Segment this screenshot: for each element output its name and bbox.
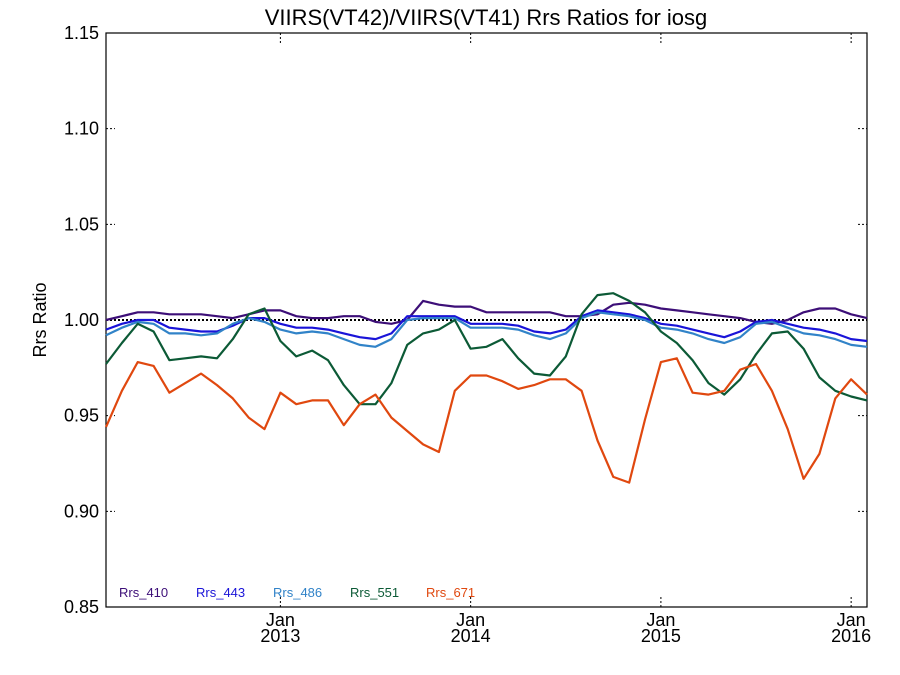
x-tick-year-label: 2015 [641,626,681,646]
legend-item: Rrs_671 [426,585,475,600]
x-tick-month-label: Jan [266,610,295,630]
y-axis: 0.85 0.90 0.95 1.00 1.05 1.10 1.15 [64,23,867,617]
legend-item: Rrs_551 [350,585,399,600]
y-tick-label: 1.15 [64,23,99,43]
series-line-rrs-410 [105,299,868,325]
x-tick-month-label: Jan [646,610,675,630]
chart-title: VIIRS(VT42)/VIIRS(VT41) Rrs Ratios for i… [265,5,708,30]
y-tick-label: 1.00 [64,310,99,330]
y-tick-label: 1.05 [64,214,99,234]
x-tick-year-label: 2016 [831,626,871,646]
series-line-rrs-551 [105,292,868,406]
legend: Rrs_410 Rrs_443 Rrs_486 Rrs_551 Rrs_671 [119,585,475,600]
series-line-rrs-486 [105,311,868,348]
x-tick-month-label: Jan [837,610,866,630]
y-tick-label: 0.95 [64,406,99,426]
y-tick-label: 0.90 [64,501,99,521]
legend-item: Rrs_486 [273,585,322,600]
x-tick-month-label: Jan [456,610,485,630]
x-tick-year-label: 2013 [260,626,300,646]
series-group [104,292,868,484]
y-axis-label: Rrs Ratio [30,282,50,357]
x-tick-year-label: 2014 [451,626,491,646]
series-line-rrs-671 [104,357,868,484]
legend-item: Rrs_443 [196,585,245,600]
legend-item: Rrs_410 [119,585,168,600]
y-tick-label: 1.10 [64,119,99,139]
series-line-rrs-443 [105,309,868,343]
y-tick-label: 0.85 [64,597,99,617]
